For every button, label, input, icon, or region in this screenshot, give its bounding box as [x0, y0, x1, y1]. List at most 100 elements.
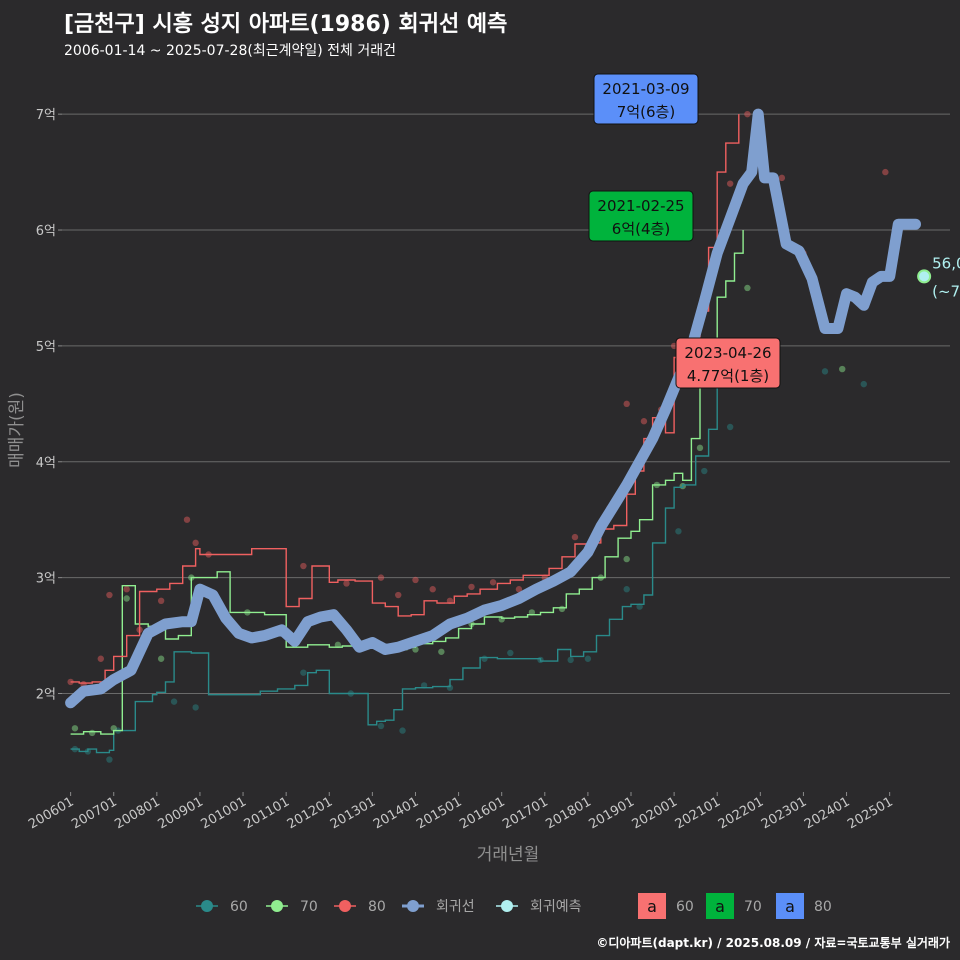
scatter-point [726, 180, 734, 187]
callout-date: 2021-03-09 [602, 80, 689, 98]
x-tick-label: 201901 [587, 794, 637, 832]
x-tick-label: 200901 [155, 794, 205, 832]
x-tick-label: 200801 [112, 794, 162, 832]
scatter-point [623, 555, 630, 563]
scatter-point [334, 641, 342, 649]
callout-price: 4.77억(1층) [687, 367, 769, 385]
callout-box [588, 190, 694, 242]
scatter-point [192, 704, 199, 711]
y-tick-label: 4억 [36, 456, 56, 471]
scatter-point [558, 605, 566, 613]
scatter-point [110, 725, 117, 732]
scatter-point [157, 597, 165, 605]
y-tick-label: 7억 [36, 108, 56, 123]
x-axis-title: 거래년월 [477, 845, 540, 865]
scatter-point [399, 727, 406, 734]
callout-box [675, 337, 781, 389]
x-tick-label: 202201 [716, 794, 766, 832]
scatter-point [623, 586, 630, 593]
legend-dot-key [407, 900, 419, 912]
scatter-point [88, 729, 96, 737]
scatter-points [67, 110, 889, 763]
scatter-point [744, 110, 751, 118]
x-tick-label: 201101 [242, 794, 292, 832]
legend-label: 70 [300, 899, 318, 915]
y-tick-label: 2억 [36, 688, 56, 703]
scatter-point [377, 574, 385, 581]
scatter-point [636, 603, 643, 610]
scatter-point [675, 528, 682, 535]
callout-box [593, 73, 699, 125]
callout-date: 2021-02-25 [597, 197, 684, 215]
legend-label: 80 [814, 899, 832, 915]
forecast-point [917, 269, 932, 284]
x-tick-label: 201501 [414, 794, 464, 832]
x-tick-label: 200601 [26, 794, 76, 832]
legend-label: 80 [368, 899, 386, 915]
legend-label: 60 [230, 899, 248, 915]
scatter-point [515, 586, 523, 593]
callout-date: 2023-04-26 [684, 344, 771, 362]
scatter-point [839, 365, 846, 373]
chart-subtitle: 2006-01-14 ~ 2025-07-28(최근계약일) 전체 거래건 [64, 43, 396, 59]
legend-dot-key [271, 900, 283, 912]
legend-box-key [706, 893, 734, 919]
legend: 60 70 80 회귀선 회귀예측 a 60 a 70 a 80 [196, 893, 832, 919]
x-tick-label: 202401 [802, 794, 852, 832]
scatter-point [571, 533, 579, 541]
y-axis: 2억 3억 4억 5억 6억 7억 [36, 108, 62, 703]
scatter-point [395, 591, 402, 599]
x-tick-label: 201701 [500, 794, 550, 832]
scatter-point [860, 380, 867, 388]
x-tick-label: 201301 [328, 794, 378, 832]
series-line-70 [70, 230, 744, 735]
annotations: 2021-03-09 7억(6층) 2021-02-25 6억(4층) 2023-04-… [588, 73, 960, 389]
legend-label: 회귀예측 [530, 899, 582, 915]
legend-box-key [776, 893, 804, 919]
scatter-point [106, 591, 113, 599]
legend-box-glyph: a [647, 897, 657, 916]
scatter-point [696, 444, 704, 452]
legend-dot-key [501, 900, 513, 912]
scatter-point [726, 423, 734, 431]
regression-line [65, 108, 921, 709]
y-axis-title: 매매가(원) [7, 392, 27, 468]
scatter-point [412, 576, 419, 584]
series-lines [65, 108, 932, 754]
scatter-point [744, 284, 751, 292]
x-tick-label: 201201 [285, 794, 335, 832]
y-tick-label: 5억 [36, 340, 56, 355]
scatter-point [507, 649, 514, 657]
forecast-value-label: 56,000 [932, 254, 960, 272]
scatter-point [343, 580, 350, 587]
series-line-60 [70, 340, 727, 754]
legend-label: 70 [744, 899, 762, 915]
scatter-point [170, 698, 178, 705]
scatter-point [438, 648, 445, 655]
legend-label: 회귀선 [436, 899, 475, 915]
scatter-point [640, 418, 648, 425]
scatter-point [106, 756, 113, 763]
scatter-point [123, 586, 130, 593]
scatter-point [420, 682, 428, 689]
grid-lines [62, 113, 950, 695]
scatter-point [157, 655, 165, 662]
scatter-point [429, 586, 436, 593]
callout-price: 7억(6층) [617, 103, 675, 121]
scatter-point [71, 725, 79, 732]
x-tick-label: 202301 [759, 794, 809, 832]
x-tick-label: 201601 [457, 794, 507, 832]
x-tick-label: 201001 [199, 794, 249, 832]
scatter-point [468, 583, 475, 591]
y-tick-label: 6억 [36, 224, 56, 239]
scatter-point [123, 595, 130, 602]
scatter-point [528, 609, 536, 616]
credit-footer: ©디아파트(dapt.kr) / 2025.08.09 / 자료=국토교통부 실… [596, 936, 950, 950]
x-tick-label: 200701 [69, 794, 119, 832]
y-tick-label: 3억 [36, 572, 56, 587]
x-tick-label: 201401 [371, 794, 421, 832]
forecast-area-label: (~70㎡) [932, 282, 960, 300]
legend-box-glyph: a [715, 897, 725, 916]
scatter-point [300, 669, 307, 676]
